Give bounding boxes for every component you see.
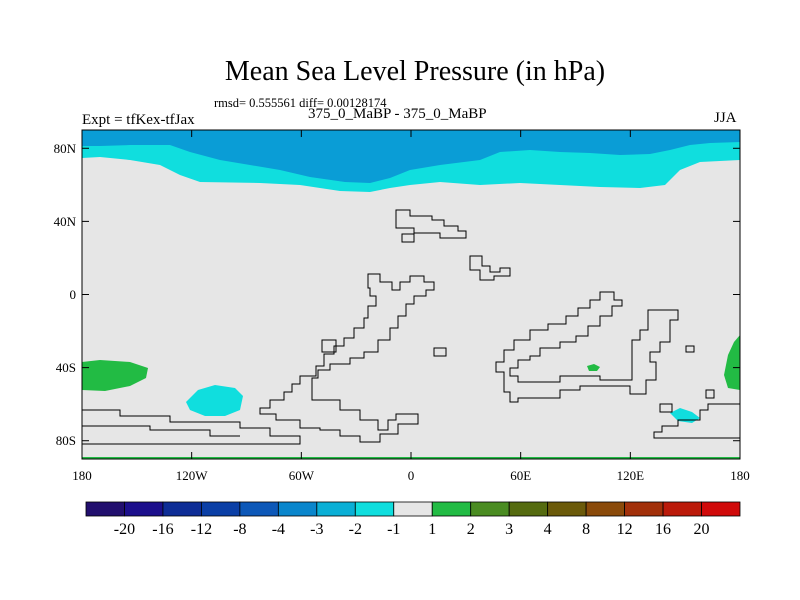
colorbar-label: 8 [582, 521, 590, 538]
coastline-central [259, 273, 435, 443]
colorbar-label: 16 [655, 521, 671, 538]
coastlines [82, 209, 740, 445]
colorbar-swatch [239, 501, 279, 517]
colorbar-label: -4 [272, 521, 285, 538]
colorbar-swatch [393, 501, 433, 517]
colorbar-swatch [701, 501, 741, 517]
arctic-band-strong [82, 130, 740, 183]
coastline-antarctic-east [653, 403, 740, 439]
colorbar: -20 -16 -12 -8 -4 -3 -2 -1 1 2 3 4 8 12 16 20 [85, 501, 741, 538]
anomaly-pos-east-edge [724, 335, 740, 390]
anomaly-neg-tasman [670, 408, 700, 423]
colorbar-label: 12 [617, 521, 633, 538]
coastline-small-e [659, 403, 673, 413]
colorbar-label: -20 [114, 521, 135, 538]
colorbar-swatch [585, 501, 625, 517]
colorbar-label: -3 [310, 521, 323, 538]
lon-tick-label: 180 [730, 468, 750, 483]
season-label: JJA [714, 110, 737, 126]
longitude-axis: 180 120W 60W 0 60E 120E 180 [72, 130, 750, 483]
anomaly-pos-southwest [82, 360, 148, 391]
colorbar-swatch [508, 501, 549, 517]
anomaly-pos-indian [587, 364, 600, 371]
coastline-north [395, 209, 467, 239]
coastline-peninsula [82, 425, 240, 437]
lon-tick-label: 60W [289, 468, 315, 483]
colorbar-label: -16 [152, 521, 173, 538]
colorbar-swatch [431, 501, 472, 517]
coastline-island-b [469, 255, 511, 281]
coastline-small-b [433, 347, 447, 357]
lat-tick-label: 80N [54, 141, 77, 156]
colorbar-swatch [662, 501, 702, 517]
latitude-axis: 80N 40N 0 40S 80S [54, 141, 740, 448]
colorbar-label: -2 [349, 521, 362, 538]
lon-tick-label: 0 [408, 468, 415, 483]
coastline-island-a [401, 233, 415, 243]
lat-tick-label: 0 [70, 287, 77, 302]
colorbar-label: -12 [191, 521, 212, 538]
lat-tick-label: 80S [56, 433, 76, 448]
stats-text: rmsd= 0.555561 diff= 0.00128174 [214, 96, 387, 110]
coastline-antarctic-west [82, 409, 301, 445]
colorbar-swatch [354, 501, 395, 517]
colorbar-swatch [470, 501, 510, 517]
colorbar-swatch [124, 501, 164, 517]
colorbar-label: 20 [694, 521, 710, 538]
anomaly-neg-pacific [186, 385, 243, 416]
colorbar-swatch [85, 501, 125, 517]
lon-tick-label: 120E [617, 468, 645, 483]
colorbar-swatch [316, 501, 356, 517]
lon-tick-label: 120W [176, 468, 209, 483]
coastline-east [495, 291, 679, 403]
colorbar-label: -8 [233, 521, 246, 538]
colorbar-swatch [277, 501, 318, 517]
colorbar-label: 2 [467, 521, 475, 538]
period-label: 375_0_MaBP - 375_0_MaBP [308, 106, 487, 122]
lat-tick-label: 40N [54, 214, 77, 229]
colorbar-label: 4 [544, 521, 552, 538]
map-title: Mean Sea Level Pressure (in hPa) [224, 56, 606, 87]
experiment-label: Expt = tfKex-tfJax [82, 112, 195, 128]
colorbar-label: -1 [387, 521, 400, 538]
coastline-small-a [321, 339, 337, 353]
lon-tick-label: 180 [72, 468, 92, 483]
colorbar-swatch [162, 501, 202, 517]
coastline-small-d [705, 389, 715, 399]
lon-tick-label: 60E [510, 468, 531, 483]
colorbar-swatch [201, 501, 241, 517]
field-fills [82, 130, 740, 459]
colorbar-swatch [547, 501, 587, 517]
coastline-small-c [685, 345, 695, 353]
colorbar-label: 3 [505, 521, 513, 538]
colorbar-label: 1 [428, 521, 436, 538]
lat-tick-label: 40S [56, 360, 76, 375]
colorbar-swatch [624, 501, 664, 517]
